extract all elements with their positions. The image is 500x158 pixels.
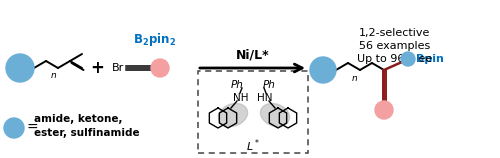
Text: Bpin: Bpin [416,54,444,64]
Text: $n$: $n$ [352,74,358,83]
Text: $L^*$: $L^*$ [246,138,260,154]
Text: amide, ketone,
ester, sulfinamide: amide, ketone, ester, sulfinamide [34,114,140,138]
Circle shape [4,118,24,138]
Ellipse shape [218,103,248,127]
Text: 56 examples: 56 examples [360,41,430,51]
FancyArrowPatch shape [200,64,302,72]
Circle shape [151,59,169,77]
Text: Up to 96% ee: Up to 96% ee [358,54,432,64]
Text: $\mathregular{B_2pin_2}$: $\mathregular{B_2pin_2}$ [134,31,176,49]
Text: HN: HN [257,93,273,103]
Circle shape [6,54,34,82]
Text: 1,2-selective: 1,2-selective [360,28,430,38]
FancyBboxPatch shape [198,71,308,153]
Ellipse shape [260,103,290,127]
Text: Ni/L*: Ni/L* [236,49,270,61]
Circle shape [401,52,415,66]
Text: Ph: Ph [262,80,276,90]
Text: Br: Br [112,63,124,73]
Text: NH: NH [233,93,249,103]
Text: Ph: Ph [230,80,243,90]
Text: $n$: $n$ [50,71,58,80]
Circle shape [310,57,336,83]
Text: +: + [90,59,104,77]
Circle shape [375,101,393,119]
Text: =: = [26,121,38,135]
